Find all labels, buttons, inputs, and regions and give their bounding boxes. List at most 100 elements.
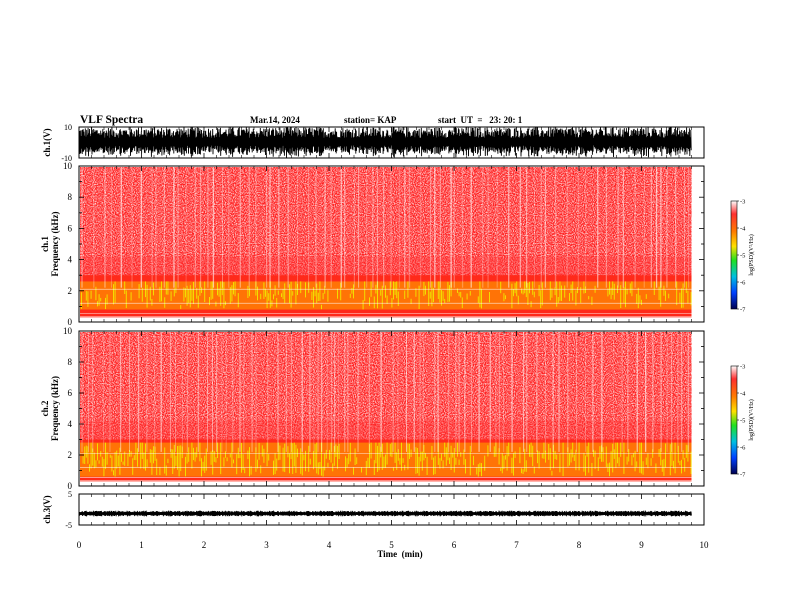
- spectrogram-yellow-streak: [684, 457, 686, 472]
- spectrogram-yellow-streak: [327, 290, 329, 302]
- spectrogram-yellow-streak: [268, 454, 270, 461]
- spectrogram-yellow-streak: [409, 443, 410, 459]
- spectrogram-yellow-streak: [665, 443, 666, 468]
- y-tick-label: 2: [68, 450, 73, 460]
- spectrogram-yellow-streak: [109, 454, 111, 458]
- ch1-waveform-panel: 10 -10 ch.1(V): [42, 123, 705, 163]
- spectrogram-yellow-streak: [314, 444, 316, 467]
- spectrogram-yellow-streak: [305, 450, 306, 472]
- x-tick-label: 2: [202, 540, 207, 550]
- spectrogram-yellow-streak: [417, 448, 418, 474]
- spectrogram-yellow-streak: [458, 459, 460, 465]
- spectrogram-yellow-streak: [418, 285, 420, 309]
- x-tick-label: 6: [452, 540, 457, 550]
- spectrogram-yellow-streak: [340, 282, 342, 301]
- spectrogram-yellow-streak: [597, 457, 599, 471]
- spectrogram-yellow-streak: [161, 281, 162, 302]
- spectrogram-yellow-streak: [289, 453, 290, 474]
- spectrogram-yellow-streak: [329, 449, 330, 460]
- spectrogram-yellow-streak: [532, 281, 534, 295]
- spectrogram-yellow-streak: [330, 442, 332, 463]
- spectrogram-yellow-streak: [389, 443, 391, 457]
- spectrogram-yellow-streak: [466, 293, 468, 300]
- spectrogram-yellow-streak: [140, 442, 142, 469]
- spectrogram-yellow-streak: [337, 446, 338, 469]
- spectrogram-yellow-streak: [645, 457, 647, 465]
- spectrogram-yellow-streak: [321, 442, 322, 476]
- x-tick-label: 9: [639, 540, 644, 550]
- spectrogram-yellow-streak: [165, 465, 167, 476]
- spectrogram-yellow-streak: [191, 442, 193, 469]
- spectrogram-yellow-streak: [178, 445, 180, 477]
- spectrogram-yellow-streak: [463, 449, 465, 465]
- spectrogram-yellow-streak: [236, 454, 238, 475]
- spectrogram-yellow-streak: [525, 460, 527, 472]
- spectrogram-yellow-streak: [572, 281, 574, 301]
- spectrogram-yellow-streak: [247, 450, 249, 460]
- spectrogram-yellow-streak: [121, 453, 122, 462]
- spectrogram-yellow-streak: [642, 461, 644, 475]
- spectrogram-yellow-streak: [277, 290, 279, 295]
- spectrogram-yellow-streak: [311, 291, 313, 300]
- spectrogram-yellow-streak: [628, 449, 630, 462]
- spectrogram-yellow-streak: [557, 297, 559, 303]
- spectrogram-yellow-streak: [397, 449, 399, 461]
- spectrogram-yellow-streak: [521, 288, 522, 294]
- spectrogram-yellow-streak: [524, 281, 526, 294]
- spectrogram-ylabel: ch.2Frequency (kHz): [40, 376, 60, 441]
- spectrogram-yellow-streak: [553, 444, 554, 469]
- spectrogram-yellow-streak: [585, 286, 586, 293]
- spectrogram-yellow-streak: [229, 453, 231, 458]
- spectrogram-yellow-streak: [98, 294, 100, 306]
- spectrogram-yellow-streak: [90, 290, 92, 299]
- spectrogram-yellow-streak: [679, 292, 681, 304]
- spectrogram-yellow-streak: [661, 459, 663, 472]
- spectrogram-yellow-streak: [505, 455, 506, 460]
- spectrogram-yellow-streak: [186, 452, 188, 464]
- spectrogram-yellow-streak: [514, 451, 516, 458]
- spectrogram-yellow-streak: [641, 299, 642, 305]
- spectrogram-yellow-streak: [473, 455, 474, 466]
- y-tick-label: 10: [63, 161, 73, 171]
- spectrogram-yellow-streak: [444, 298, 446, 303]
- spectrogram-yellow-streak: [402, 458, 404, 463]
- spectrogram-yellow-streak: [105, 442, 106, 469]
- spectrogram-yellow-streak: [690, 451, 692, 474]
- spectrogram-yellow-streak: [685, 444, 687, 458]
- spectrogram-yellow-streak: [220, 281, 222, 306]
- spectrogram-yellow-streak: [377, 445, 378, 472]
- spectrogram-yellow-streak: [500, 467, 502, 472]
- spectrogram-yellow-streak: [545, 450, 546, 463]
- spectrogram-yellow-streak: [660, 281, 662, 307]
- colorbar-scale: [730, 200, 738, 310]
- spectrogram-yellow-streak: [212, 449, 214, 475]
- spectrogram-yellow-streak: [508, 442, 510, 457]
- spectrogram-yellow-streak: [573, 454, 575, 461]
- spectrogram-yellow-streak: [114, 452, 116, 477]
- spectrogram-yellow-streak: [433, 288, 434, 303]
- spectrogram-yellow-streak: [687, 290, 689, 304]
- spectrogram-yellow-streak: [313, 451, 314, 470]
- spectrogram-yellow-streak: [263, 282, 265, 299]
- spectrogram-yellow-streak: [196, 447, 198, 458]
- spectrogram-yellow-streak: [428, 281, 430, 306]
- spectrogram-yellow-streak: [572, 442, 574, 458]
- spectrogram-yellow-streak: [113, 284, 114, 305]
- spectrogram-yellow-streak: [138, 284, 140, 299]
- spectrogram-yellow-streak: [665, 290, 666, 301]
- spectrogram-yellow-streak: [324, 285, 326, 294]
- spectrogram-yellow-streak: [543, 442, 545, 459]
- spectrogram-yellow-streak: [209, 297, 210, 306]
- spectrogram-yellow-streak: [242, 454, 244, 470]
- spectrogram-yellow-streak: [180, 445, 182, 472]
- spectrogram-yellow-streak: [237, 447, 239, 459]
- colorbar-tick-label: -4: [740, 226, 746, 233]
- spectrogram-yellow-streak: [626, 289, 628, 295]
- spectrogram-yellow-streak: [623, 442, 625, 474]
- spectrogram-yellow-streak: [193, 281, 194, 304]
- spectrogram-yellow-streak: [629, 283, 631, 294]
- spectrogram-yellow-streak: [175, 281, 177, 294]
- spectrogram-yellow-streak: [277, 442, 279, 461]
- spectrogram-yellow-streak: [418, 456, 420, 476]
- spectrogram-yellow-streak: [633, 453, 634, 458]
